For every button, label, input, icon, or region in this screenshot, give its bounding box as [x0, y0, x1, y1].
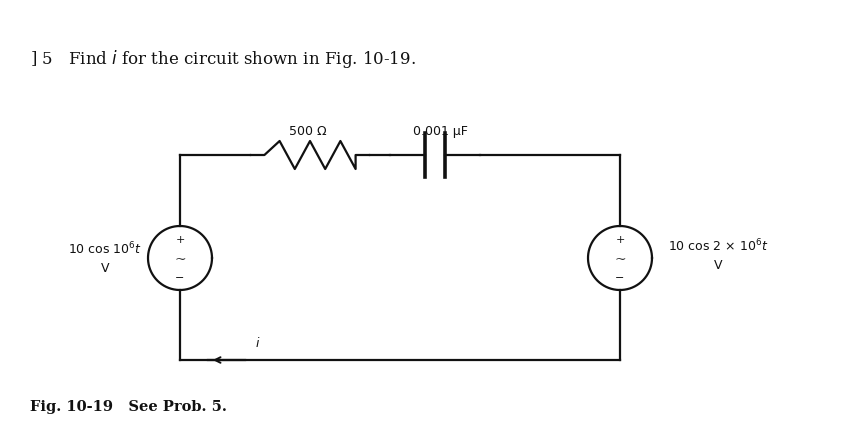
Text: 500 Ω: 500 Ω [289, 125, 327, 138]
Text: $i$: $i$ [255, 336, 260, 350]
Text: ~: ~ [174, 253, 186, 267]
Text: 10 cos 2 × 10$^6$$t$
V: 10 cos 2 × 10$^6$$t$ V [668, 238, 768, 272]
Text: −: − [175, 273, 185, 283]
Text: 0.001 μF: 0.001 μF [413, 125, 467, 138]
Text: Fig. 10-19   See Prob. 5.: Fig. 10-19 See Prob. 5. [30, 400, 227, 414]
Text: +: + [175, 236, 185, 245]
Text: ~: ~ [614, 253, 625, 267]
Text: 10 cos 10$^6$$t$
V: 10 cos 10$^6$$t$ V [68, 241, 142, 275]
Text: ] 5   Find $i$ for the circuit shown in Fig. 10-19.: ] 5 Find $i$ for the circuit shown in Fi… [30, 48, 416, 70]
Text: +: + [615, 236, 625, 245]
Text: −: − [615, 273, 625, 283]
